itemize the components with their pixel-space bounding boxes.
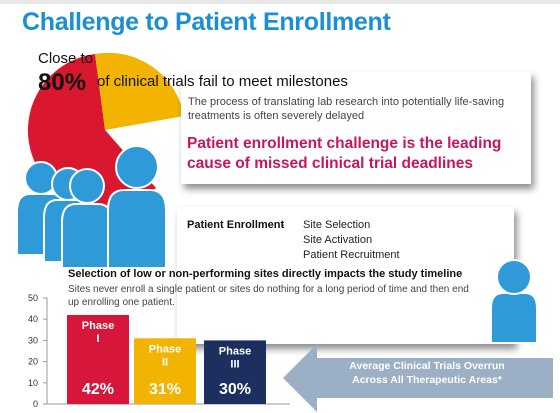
bar-phase-2: [134, 338, 196, 404]
bar-value-label: 30%: [219, 381, 251, 398]
milestones-text: of clinical trials fail to meet mileston…: [97, 73, 348, 90]
enrollment-item-site-activation: Site Activation: [303, 234, 373, 246]
enrollment-item-patient-recruitment: Patient Recruitment: [303, 249, 400, 261]
eighty-percent-figure: 80%: [38, 69, 87, 96]
enrollment-info-card: [177, 207, 514, 344]
enrollment-item-site-selection: Site Selection: [303, 219, 371, 231]
bar-category-numeral: II: [162, 356, 168, 368]
patient-enrollment-label: Patient Enrollment: [187, 219, 285, 231]
bar-category-numeral: III: [230, 358, 239, 370]
page-title: Challenge to Patient Enrollment: [22, 8, 391, 36]
patient-enrollment-separator: -: [281, 219, 285, 231]
overrun-caption: Average Clinical Trials Overrun Across A…: [349, 360, 505, 386]
enrollment-challenge-statement: Patient enrollment challenge is the lead…: [187, 135, 502, 172]
left-arrow-icon: [283, 344, 553, 412]
y-tick-label: 30: [28, 335, 38, 345]
person-group-icon: [16, 145, 167, 269]
y-tick-label: 20: [28, 357, 38, 367]
site-performance-description: Sites never enroll a single patient or s…: [68, 284, 469, 308]
delay-description: The process of translating lab research …: [188, 96, 505, 122]
bar-category-label: Phase: [219, 345, 251, 357]
bar-category-label: Phase: [82, 320, 114, 332]
y-tick-label: 50: [28, 293, 38, 303]
y-tick-label: 10: [28, 378, 38, 388]
bar-phase-3: [204, 340, 266, 404]
person-icon: [490, 259, 538, 344]
site-selection-impact-heading: Selection of low or non-performing sites…: [68, 268, 463, 280]
y-tick-label: 0: [33, 399, 38, 409]
top-divider-line: [0, 0, 560, 4]
overrun-callout-arrow: [283, 344, 553, 412]
close-to-label: Close to: [38, 50, 94, 67]
delay-info-card: [181, 72, 531, 184]
y-tick-label: 40: [28, 314, 38, 324]
bar-value-label: 42%: [82, 381, 114, 398]
bar-category-label: Phase: [149, 343, 181, 355]
bar-phase-1: [67, 314, 129, 404]
bar-value-label: 31%: [149, 381, 181, 398]
bar-category-numeral: I: [96, 333, 99, 345]
